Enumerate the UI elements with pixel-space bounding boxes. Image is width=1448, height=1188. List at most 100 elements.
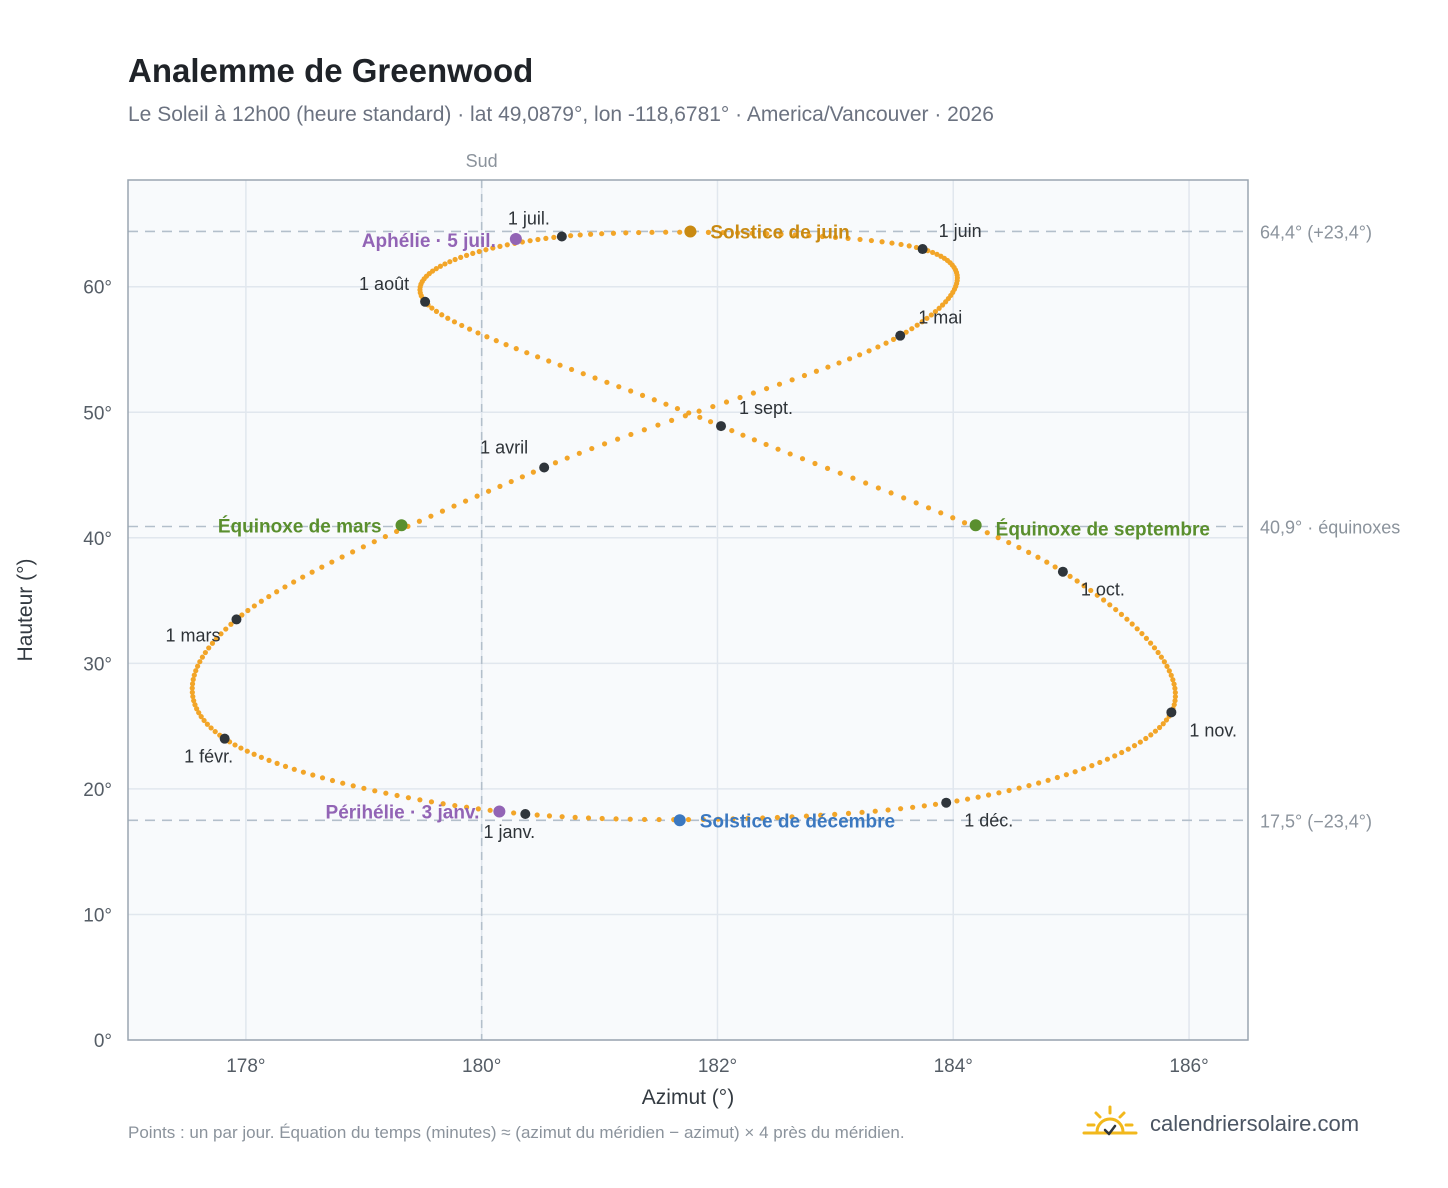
month-label: 1 juil. — [508, 208, 550, 228]
daily-point — [715, 816, 721, 822]
event-marker — [684, 225, 697, 238]
daily-point — [258, 598, 264, 604]
daily-point — [190, 693, 196, 700]
daily-point — [587, 231, 594, 237]
daily-point — [696, 408, 702, 414]
daily-point — [513, 346, 519, 352]
daily-point — [433, 308, 440, 314]
daily-point — [613, 816, 619, 822]
daily-point — [209, 640, 216, 646]
daily-point — [417, 797, 423, 803]
y-tick-label: 30° — [83, 654, 112, 675]
daily-point — [669, 417, 675, 424]
month-markers: 1 janv. 1 févr. 1 mars 1 avril 1 mai 1 juin 1 … — [165, 208, 1237, 842]
daily-point — [859, 809, 865, 815]
daily-point — [760, 815, 766, 821]
daily-point — [475, 806, 481, 812]
daily-point — [1088, 587, 1094, 594]
daily-point — [921, 803, 927, 809]
daily-point — [1016, 544, 1022, 551]
daily-point — [832, 234, 839, 240]
daily-point — [493, 338, 499, 344]
daily-point — [1137, 739, 1143, 745]
daily-point — [898, 241, 904, 248]
daily-point — [546, 813, 553, 819]
event-marker — [395, 519, 408, 532]
daily-point — [445, 315, 451, 321]
daily-point — [519, 474, 525, 480]
daily-point — [934, 251, 940, 257]
daily-point — [1143, 635, 1149, 641]
daily-point — [1074, 578, 1080, 584]
reference-lines: Sud 64,4° (+23,4°) 40,9° · équinoxes 17,5° … — [128, 151, 1400, 1040]
daily-point — [340, 780, 346, 786]
daily-point — [1155, 649, 1161, 656]
daily-point — [749, 230, 755, 236]
event-label: Aphélie · 5 juil. — [362, 231, 496, 252]
daily-point — [710, 403, 716, 410]
daily-point — [1172, 689, 1178, 696]
daily-point — [1151, 645, 1158, 651]
daily-point — [204, 721, 210, 727]
daily-point — [651, 397, 657, 403]
daily-point — [451, 503, 457, 509]
daily-point — [191, 698, 197, 704]
daily-point — [674, 405, 681, 412]
daily-point — [1119, 749, 1125, 756]
brand[interactable]: calendriersolaire.com — [1082, 1100, 1359, 1148]
daily-point — [193, 668, 199, 674]
daily-point — [836, 360, 842, 366]
daily-point — [825, 364, 831, 370]
sun-calendar-logo-icon — [1082, 1105, 1138, 1136]
month-marker — [716, 421, 727, 432]
x-tick-label: 178° — [226, 1056, 265, 1077]
event-marker — [673, 814, 686, 827]
daily-point — [451, 319, 458, 325]
plot-frame — [127, 179, 1249, 1041]
daily-point — [440, 801, 446, 807]
daily-point — [1131, 743, 1138, 749]
daily-point — [901, 495, 907, 501]
daily-point — [339, 554, 345, 560]
daily-point — [530, 469, 536, 475]
daily-point — [868, 237, 874, 244]
month-label: 1 déc. — [964, 811, 1013, 831]
daily-point — [763, 441, 769, 448]
daily-point — [300, 574, 306, 580]
daily-point — [925, 505, 932, 511]
daily-point — [879, 239, 885, 245]
daily-point — [543, 235, 549, 241]
daily-point — [663, 401, 669, 407]
daily-point — [903, 329, 909, 335]
daily-point — [857, 236, 863, 243]
daily-point — [890, 336, 897, 342]
daily-point — [984, 530, 990, 536]
daily-point — [190, 676, 196, 683]
x-axis-title: Azimut (°) — [642, 1086, 734, 1109]
daily-point — [913, 500, 919, 506]
daily-point — [799, 456, 806, 462]
month-label: 1 août — [359, 274, 409, 294]
daily-point — [564, 455, 570, 461]
daily-point — [961, 520, 968, 526]
daily-point — [524, 350, 530, 356]
axis-ticks: 178° 180° 182° 184° 186° 0° 10° 20° 30° 40° 50° 60° — [83, 278, 1208, 1077]
month-marker — [231, 614, 242, 625]
daily-point — [191, 672, 197, 678]
daily-point — [857, 352, 863, 358]
daily-point — [497, 243, 503, 249]
daily-point — [383, 790, 389, 796]
daily-point — [475, 330, 481, 336]
daily-point — [282, 584, 288, 590]
y-tick-label: 10° — [83, 905, 112, 926]
daily-point — [309, 569, 315, 575]
daily-point — [497, 483, 503, 489]
daily-point — [1052, 564, 1058, 570]
daily-point — [601, 441, 608, 447]
month-marker — [1166, 707, 1177, 718]
daily-point — [245, 607, 251, 614]
daily-point — [745, 815, 751, 822]
daily-point — [251, 751, 257, 757]
daily-point — [720, 229, 726, 236]
x-tick-label: 180° — [462, 1056, 501, 1077]
